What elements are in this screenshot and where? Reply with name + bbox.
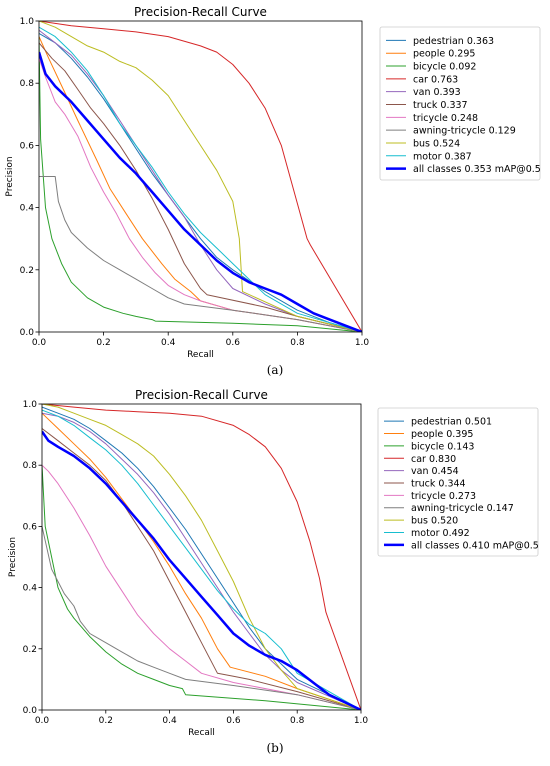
legend-label: bicycle 0.143 [411,441,474,452]
x-axis-label: Recall [188,728,215,738]
x-axis-label: Recall [187,350,214,360]
series-line-10 [42,430,361,710]
x-tick-label: 0.6 [226,716,241,726]
legend-label: bicycle 0.092 [413,62,476,73]
legend-label: people 0.395 [411,429,473,440]
legend-label: awning-tricycle 0.147 [411,503,514,514]
legend-label: truck 0.337 [413,100,468,111]
y-tick-label: 0.2 [23,645,37,655]
legend-label: people 0.295 [413,49,475,60]
series-line-7 [39,176,362,332]
series-line-9 [42,409,361,710]
legend-label: truck 0.344 [411,479,466,490]
series-line-9 [39,26,362,332]
series-line-6 [42,464,361,710]
series-line-0 [39,32,362,332]
series-lines [42,404,361,710]
figure-caption: (b) [266,741,283,755]
y-tick-label: 1.0 [23,400,38,410]
y-tick-label: 0.8 [23,461,38,471]
legend-label: bus 0.524 [413,138,460,149]
legend-label: car 0.830 [411,454,456,465]
series-line-10 [39,51,362,332]
legend-label: tricycle 0.273 [411,491,476,502]
y-tick-label: 0.6 [23,522,38,532]
x-tick-label: 0.0 [32,338,47,348]
y-axis-label: Precision [5,156,15,196]
x-tick-label: 0.6 [226,338,241,348]
x-tick-label: 0.8 [290,716,305,726]
y-axis-label: Precision [8,537,18,577]
series-line-6 [39,58,362,332]
series-line-2 [39,36,362,332]
series-line-7 [42,526,361,710]
y-tick-label: 1.0 [20,17,35,27]
legend-label: pedestrian 0.363 [413,36,494,47]
series-line-0 [42,406,361,710]
y-tick-label: 0.0 [23,706,38,716]
y-tick-label: 0.6 [20,141,35,151]
series-line-3 [42,404,361,710]
x-tick-label: 0.2 [99,716,113,726]
x-tick-label: 0.4 [162,716,177,726]
legend-label: motor 0.387 [413,151,472,162]
x-tick-label: 0.0 [35,716,50,726]
x-tick-label: 0.4 [161,338,176,348]
legend-box [379,26,541,181]
axes-frame [38,20,363,333]
legend-label: van 0.454 [411,466,459,477]
series-line-4 [39,29,362,332]
legend-label: motor 0.492 [411,528,470,539]
legend-box [377,407,539,557]
chart-1: Precision-Recall Curve 0.0 0.2 0.4 0.6 0.8 1.0… [5,5,541,377]
y-tick-label: 0.0 [20,328,35,338]
y-tick-label: 0.4 [23,584,38,594]
series-line-4 [42,412,361,710]
x-tick-label: 1.0 [354,716,369,726]
series-line-1 [42,412,361,710]
chart-title: Precision-Recall Curve [134,5,267,19]
legend-label: car 0.763 [413,74,458,85]
legend-label: tricycle 0.248 [413,113,478,124]
legend-label: awning-tricycle 0.129 [413,126,516,137]
series-line-3 [39,21,362,332]
y-tick-label: 0.4 [20,204,35,214]
series-line-8 [39,21,362,332]
legend-label: bus 0.520 [411,516,458,527]
legend-label: all classes 0.410 mAP@0.5 [411,540,539,551]
series-line-5 [39,42,362,332]
chart-title: Precision-Recall Curve [135,388,268,402]
y-tick-label: 0.8 [20,79,35,89]
x-tick-label: 1.0 [355,338,370,348]
legend: pedestrian 0.363 people 0.295 bicycle 0.09… [379,26,541,181]
chart-2: Precision-Recall Curve 0.0 0.2 0.4 0.6 0.8 1.0… [8,388,539,755]
legend-label: pedestrian 0.501 [411,417,492,428]
series-line-8 [42,404,361,710]
legend-label: all classes 0.353 mAP@0.5 [413,164,541,175]
series-lines [39,21,362,332]
x-tick-label: 0.8 [290,338,305,348]
axes-frame [41,403,362,711]
x-tick-label: 0.2 [96,338,110,348]
legend-label: van 0.393 [413,87,461,98]
series-line-2 [42,465,361,710]
y-tick-label: 0.2 [20,266,34,276]
figure-caption: (a) [267,363,284,377]
series-line-5 [42,428,361,710]
